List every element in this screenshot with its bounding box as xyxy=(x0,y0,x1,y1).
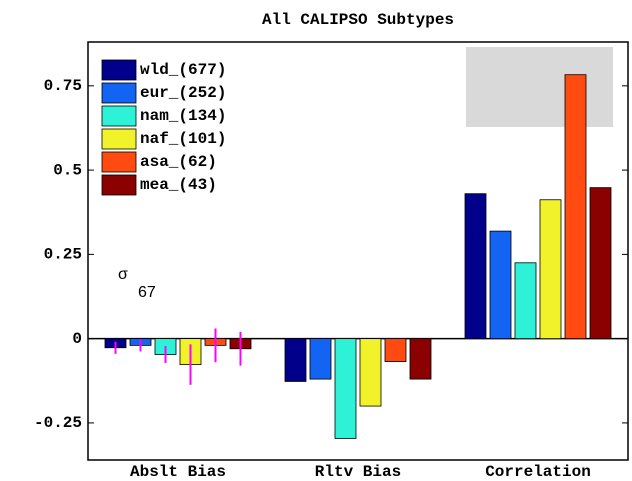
legend-label: nam_(134) xyxy=(140,107,226,125)
legend-swatch xyxy=(101,128,137,150)
bar xyxy=(284,338,307,382)
x-tick-label: Abslt Bias xyxy=(130,463,226,481)
bar xyxy=(514,262,537,340)
y-tick-label: 0.25 xyxy=(44,246,82,264)
bar xyxy=(489,230,512,340)
legend-label: naf_(101) xyxy=(140,130,226,148)
legend-label: eur_(252) xyxy=(140,84,226,102)
y-tick-label: 0.5 xyxy=(53,161,82,179)
y-tick-label: 0 xyxy=(72,330,82,348)
bar xyxy=(589,187,612,340)
plot-frame xyxy=(87,41,629,461)
bar xyxy=(334,338,357,439)
legend-label: mea_(43) xyxy=(140,176,217,194)
y-tick-label: 0.75 xyxy=(44,77,82,95)
bar xyxy=(564,74,587,340)
x-tick-label: Correlation xyxy=(485,463,591,481)
legend-swatch xyxy=(101,82,137,104)
legend-swatch xyxy=(101,174,137,196)
legend-swatch xyxy=(101,151,137,173)
highlight-box xyxy=(466,47,613,127)
annotation-subscript: 67 xyxy=(138,284,156,301)
bar xyxy=(359,338,382,407)
y-tick-label: -0.25 xyxy=(34,414,82,432)
legend-swatch xyxy=(101,59,137,81)
x-tick-label: Rltv Bias xyxy=(315,463,401,481)
bar xyxy=(464,193,487,340)
legend-swatch xyxy=(101,105,137,127)
bar xyxy=(309,338,332,380)
legend-label: wld_(677) xyxy=(140,61,226,79)
bar xyxy=(409,338,432,380)
chart-title: All CALIPSO Subtypes xyxy=(262,11,454,29)
bar xyxy=(539,199,562,340)
bar xyxy=(384,338,407,362)
annotation-symbol: σ xyxy=(118,266,128,283)
legend-label: asa_(62) xyxy=(140,153,217,171)
